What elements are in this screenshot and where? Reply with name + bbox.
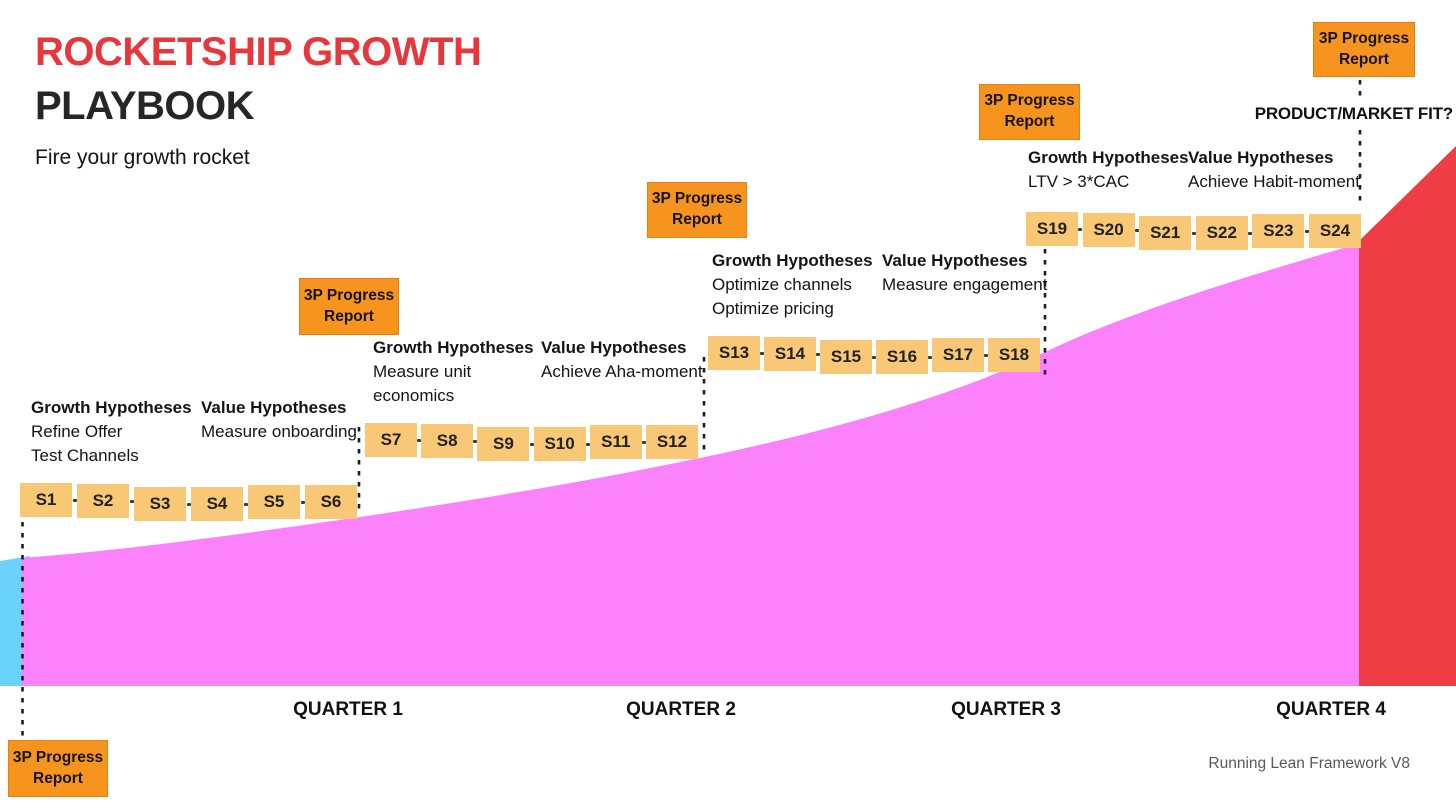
growth-hypotheses-block: Growth Hypotheses Refine Offer Test Channe… bbox=[31, 396, 192, 468]
sprint-separator-dot bbox=[872, 356, 876, 359]
page-subtitle: Fire your growth rocket bbox=[35, 146, 250, 169]
growth-hypotheses-title: Growth Hypotheses bbox=[1028, 148, 1189, 167]
growth-hypotheses-block: Growth Hypotheses Optimize channels Optimi… bbox=[712, 249, 873, 321]
growth-hypothesis-item: Optimize channels bbox=[712, 275, 852, 294]
growth-hypothesis-item: Measure unit bbox=[373, 362, 472, 381]
value-hypothesis-item: Achieve Habit-moment bbox=[1188, 172, 1360, 191]
growth-hypothesis-item: Optimize pricing bbox=[712, 299, 834, 318]
progress-report-badge-4: 3P Progress Report bbox=[979, 84, 1080, 140]
sprint-box: S11 bbox=[589, 425, 642, 459]
sprint-separator-dot bbox=[585, 443, 590, 446]
product-market-fit-label: PRODUCT/MARKET FIT? bbox=[1254, 104, 1453, 123]
sprint-separator-dot bbox=[1134, 229, 1139, 232]
sprint-separator-dot bbox=[186, 503, 191, 506]
growth-hypothesis-item: economics bbox=[373, 386, 455, 405]
growth-hypotheses-block: Growth Hypotheses LTV > 3*CAC bbox=[1028, 146, 1189, 194]
sprint-separator-dot bbox=[300, 501, 305, 504]
sprint-box: S21 bbox=[1139, 216, 1192, 250]
sprint-box: S3 bbox=[134, 487, 186, 521]
progress-report-badge-1: 3P Progress Report bbox=[8, 740, 108, 797]
quarter-label-2: QUARTER 2 bbox=[626, 699, 736, 720]
sprint-box: S16 bbox=[876, 340, 928, 374]
sprint-box: S22 bbox=[1195, 216, 1248, 250]
growth-hypothesis-item: Refine Offer bbox=[31, 422, 123, 441]
sprint-box: S6 bbox=[305, 485, 357, 519]
growth-hypothesis-item: Test Channels bbox=[31, 446, 139, 465]
sprint-separator-dot bbox=[243, 503, 248, 506]
growth-hypotheses-title: Growth Hypotheses bbox=[31, 398, 192, 417]
value-hypotheses-title: Value Hypotheses bbox=[882, 251, 1028, 270]
sprint-box: S20 bbox=[1082, 213, 1135, 247]
sprint-box: S4 bbox=[191, 487, 243, 521]
value-hypotheses-block: Value Hypotheses Measure engagement bbox=[882, 249, 1047, 297]
value-hypotheses-title: Value Hypotheses bbox=[1188, 148, 1334, 167]
dashed-connector-lines bbox=[21, 80, 1362, 738]
page-title-line2: PLAYBOOK bbox=[35, 84, 255, 128]
value-hypothesis-item: Measure onboarding bbox=[201, 422, 357, 441]
sprint-separator-dot bbox=[1304, 230, 1309, 233]
progress-report-badge-2: 3P Progress Report bbox=[299, 278, 399, 335]
sprint-box: S2 bbox=[77, 484, 129, 518]
value-hypotheses-block: Value Hypotheses Measure onboarding bbox=[201, 396, 357, 444]
sprint-box: S15 bbox=[820, 340, 872, 374]
sprint-separator-dot bbox=[1191, 232, 1196, 235]
sprint-separator-dot bbox=[1248, 232, 1253, 235]
value-hypotheses-title: Value Hypotheses bbox=[201, 398, 347, 417]
growth-curve-area bbox=[22, 243, 1360, 686]
quarter-label-4: QUARTER 4 bbox=[1276, 699, 1386, 720]
sprint-box: S8 bbox=[421, 424, 474, 458]
sprint-box: S18 bbox=[988, 338, 1040, 372]
sprint-separator-dot bbox=[641, 441, 646, 444]
quarter-label-1: QUARTER 1 bbox=[293, 699, 403, 720]
sprint-separator-dot bbox=[129, 500, 134, 503]
growth-hypotheses-block: Growth Hypotheses Measure unit economics bbox=[373, 336, 534, 408]
value-hypothesis-item: Measure engagement bbox=[882, 275, 1048, 294]
quarter-label-3: QUARTER 3 bbox=[951, 699, 1061, 720]
sprint-box: S14 bbox=[764, 337, 816, 371]
value-hypotheses-title: Value Hypotheses bbox=[541, 338, 687, 357]
progress-report-badge-3: 3P Progress Report bbox=[647, 182, 747, 238]
sprint-box: S10 bbox=[533, 427, 586, 461]
value-hypothesis-item: Achieve Aha-moment bbox=[541, 362, 703, 381]
sprint-box: S23 bbox=[1252, 214, 1305, 248]
sprint-separator-dot bbox=[72, 499, 77, 502]
sprint-box: S13 bbox=[708, 336, 760, 370]
footer-credit: Running Lean Framework V8 bbox=[1208, 755, 1410, 772]
sprint-box: S1 bbox=[20, 483, 72, 517]
sprint-separator-dot bbox=[473, 440, 478, 443]
sprint-box: S24 bbox=[1309, 214, 1361, 248]
sprint-box: S12 bbox=[646, 425, 698, 459]
sprint-separator-dot bbox=[984, 354, 988, 357]
sprint-separator-dot bbox=[816, 353, 820, 356]
sprint-box: S7 bbox=[365, 423, 417, 457]
value-hypotheses-block: Value Hypotheses Achieve Habit-moment bbox=[1188, 146, 1360, 194]
sprint-box: S19 bbox=[1026, 212, 1078, 246]
sprint-separator-dot bbox=[760, 352, 764, 355]
progress-report-badge-5: 3P Progress Report bbox=[1313, 22, 1415, 77]
sprint-separator-dot bbox=[417, 439, 422, 442]
rocket-takeoff-area bbox=[1359, 146, 1456, 686]
sprint-box: S17 bbox=[932, 338, 984, 372]
sprint-separator-dot bbox=[928, 356, 932, 359]
sprint-separator-dot bbox=[1078, 228, 1083, 231]
sprint-box: S5 bbox=[248, 485, 300, 519]
value-hypotheses-block: Value Hypotheses Achieve Aha-moment bbox=[541, 336, 703, 384]
page-title: ROCKETSHIP GROWTH bbox=[35, 30, 482, 74]
sprint-box: S9 bbox=[477, 427, 530, 461]
growth-hypotheses-title: Growth Hypotheses bbox=[712, 251, 873, 270]
sprint-separator-dot bbox=[529, 443, 534, 446]
growth-hypothesis-item: LTV > 3*CAC bbox=[1028, 172, 1130, 191]
growth-hypotheses-title: Growth Hypotheses bbox=[373, 338, 534, 357]
